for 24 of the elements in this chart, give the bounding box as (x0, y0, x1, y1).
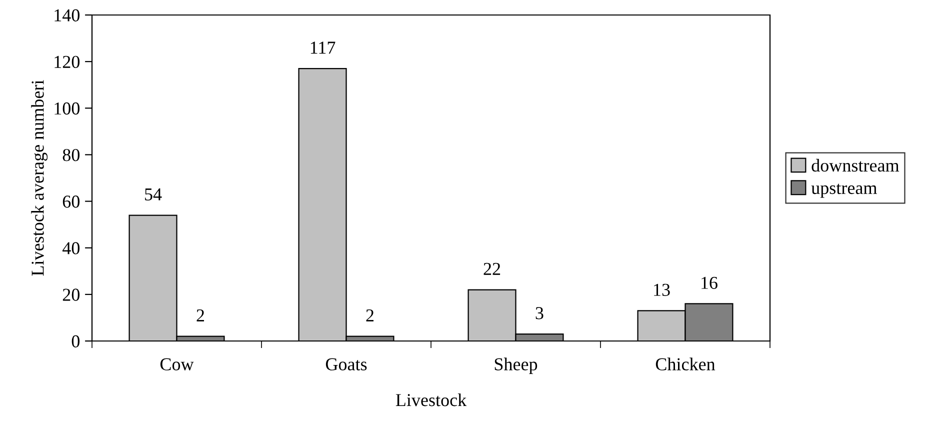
x-tick-label: Sheep (494, 358, 538, 374)
y-tick-label: 40 (62, 242, 80, 254)
y-tick-label: 20 (62, 288, 80, 301)
data-label: 3 (536, 307, 544, 320)
y-tick-label: 0 (72, 335, 80, 348)
y-tick-label: 140 (54, 9, 80, 22)
legend-label: downstream (812, 158, 900, 172)
data-label: 54 (145, 188, 162, 200)
y-axis-title: Livestock average numberi (31, 80, 48, 276)
data-label: 13 (654, 284, 670, 296)
x-tick-label: Chicken (656, 358, 716, 370)
y-tick-label: 80 (62, 148, 80, 162)
x-tick-label: Cow (160, 358, 194, 370)
legend-label: upstream (811, 184, 877, 198)
data-label: 2 (366, 309, 374, 322)
x-axis-title: Livestock (396, 393, 467, 406)
data-label: 117 (310, 42, 336, 54)
data-label: 22 (484, 262, 500, 275)
y-tick-label: 60 (62, 196, 80, 208)
data-label: 16 (702, 276, 718, 289)
data-label: 2 (196, 309, 204, 322)
y-tick-label: 120 (54, 56, 80, 68)
y-tick-label: 100 (54, 102, 80, 115)
x-tick-label: Goats (326, 358, 367, 370)
